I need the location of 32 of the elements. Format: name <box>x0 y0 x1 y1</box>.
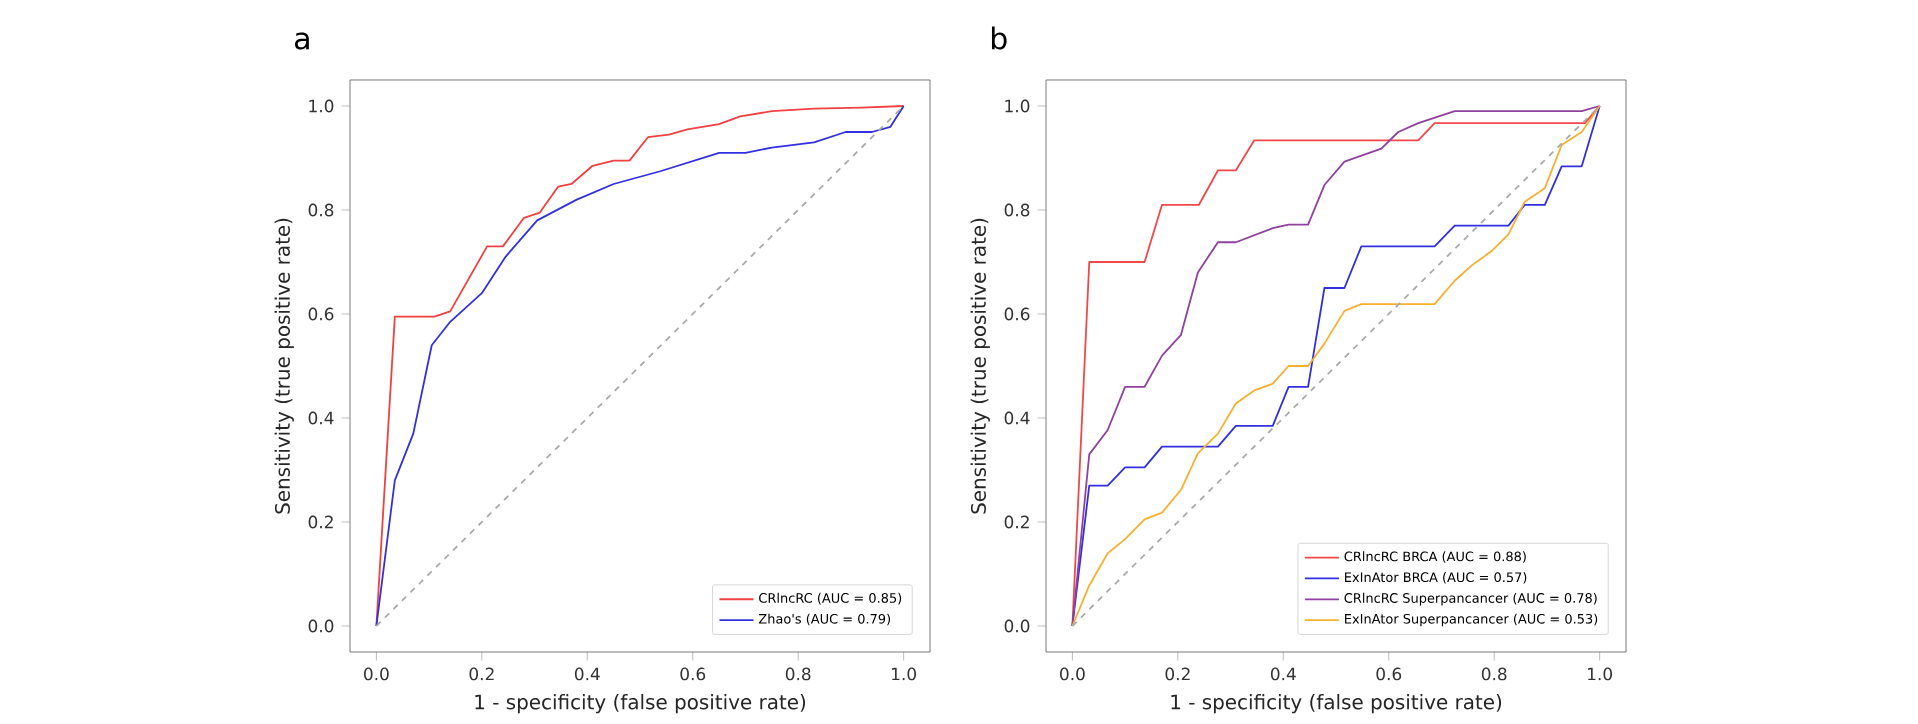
chart-title: a <box>295 32 309 50</box>
y-tick-label: 0.4 <box>308 411 334 425</box>
line-series <box>1071 105 1601 627</box>
y-tick-label: 1.0 <box>1005 99 1030 113</box>
y-tick-label: 0.0 <box>308 619 334 633</box>
x-tick-label: 0.0 <box>1060 667 1085 681</box>
x-tick-label: 0.8 <box>1481 667 1507 681</box>
x-axis-title: 1 - specificity (false positive rate) <box>1171 694 1502 714</box>
y-tick-label: 0.2 <box>1004 515 1029 529</box>
x-tick-label: 0.0 <box>364 667 389 681</box>
y-tick-label: 0.2 <box>308 515 333 529</box>
x-tick-label: 1.0 <box>1588 667 1613 681</box>
y-tick-label: 0.4 <box>1004 411 1030 425</box>
y-tick-label: 0.8 <box>1004 203 1030 217</box>
y-tick-label: 0.0 <box>1004 619 1030 633</box>
x-tick-label: 0.4 <box>1270 667 1296 681</box>
x-tick-label: 0.2 <box>1165 667 1190 681</box>
x-tick-label: 0.6 <box>1376 667 1402 681</box>
y-tick-label: 0.6 <box>308 307 334 321</box>
y-tick-label: 0.8 <box>308 203 334 217</box>
x-tick-label: 1.0 <box>892 667 916 681</box>
x-tick-label: 0.6 <box>680 667 706 681</box>
y-axis-title: Sensitivity (true positive rate) <box>274 218 294 514</box>
x-tick-label: 0.2 <box>469 667 494 681</box>
x-axis-title: 1 - specificity (false positive rate) <box>475 694 806 714</box>
y-axis-title: Sensitivity (true positive rate) <box>970 218 990 514</box>
y-tick-label: 1.0 <box>309 99 334 113</box>
x-tick-label: 0.4 <box>574 667 600 681</box>
y-tick-label: 0.6 <box>1004 307 1030 321</box>
line-series <box>375 105 905 627</box>
x-tick-label: 0.8 <box>785 667 811 681</box>
chart-title: b <box>991 26 1007 50</box>
